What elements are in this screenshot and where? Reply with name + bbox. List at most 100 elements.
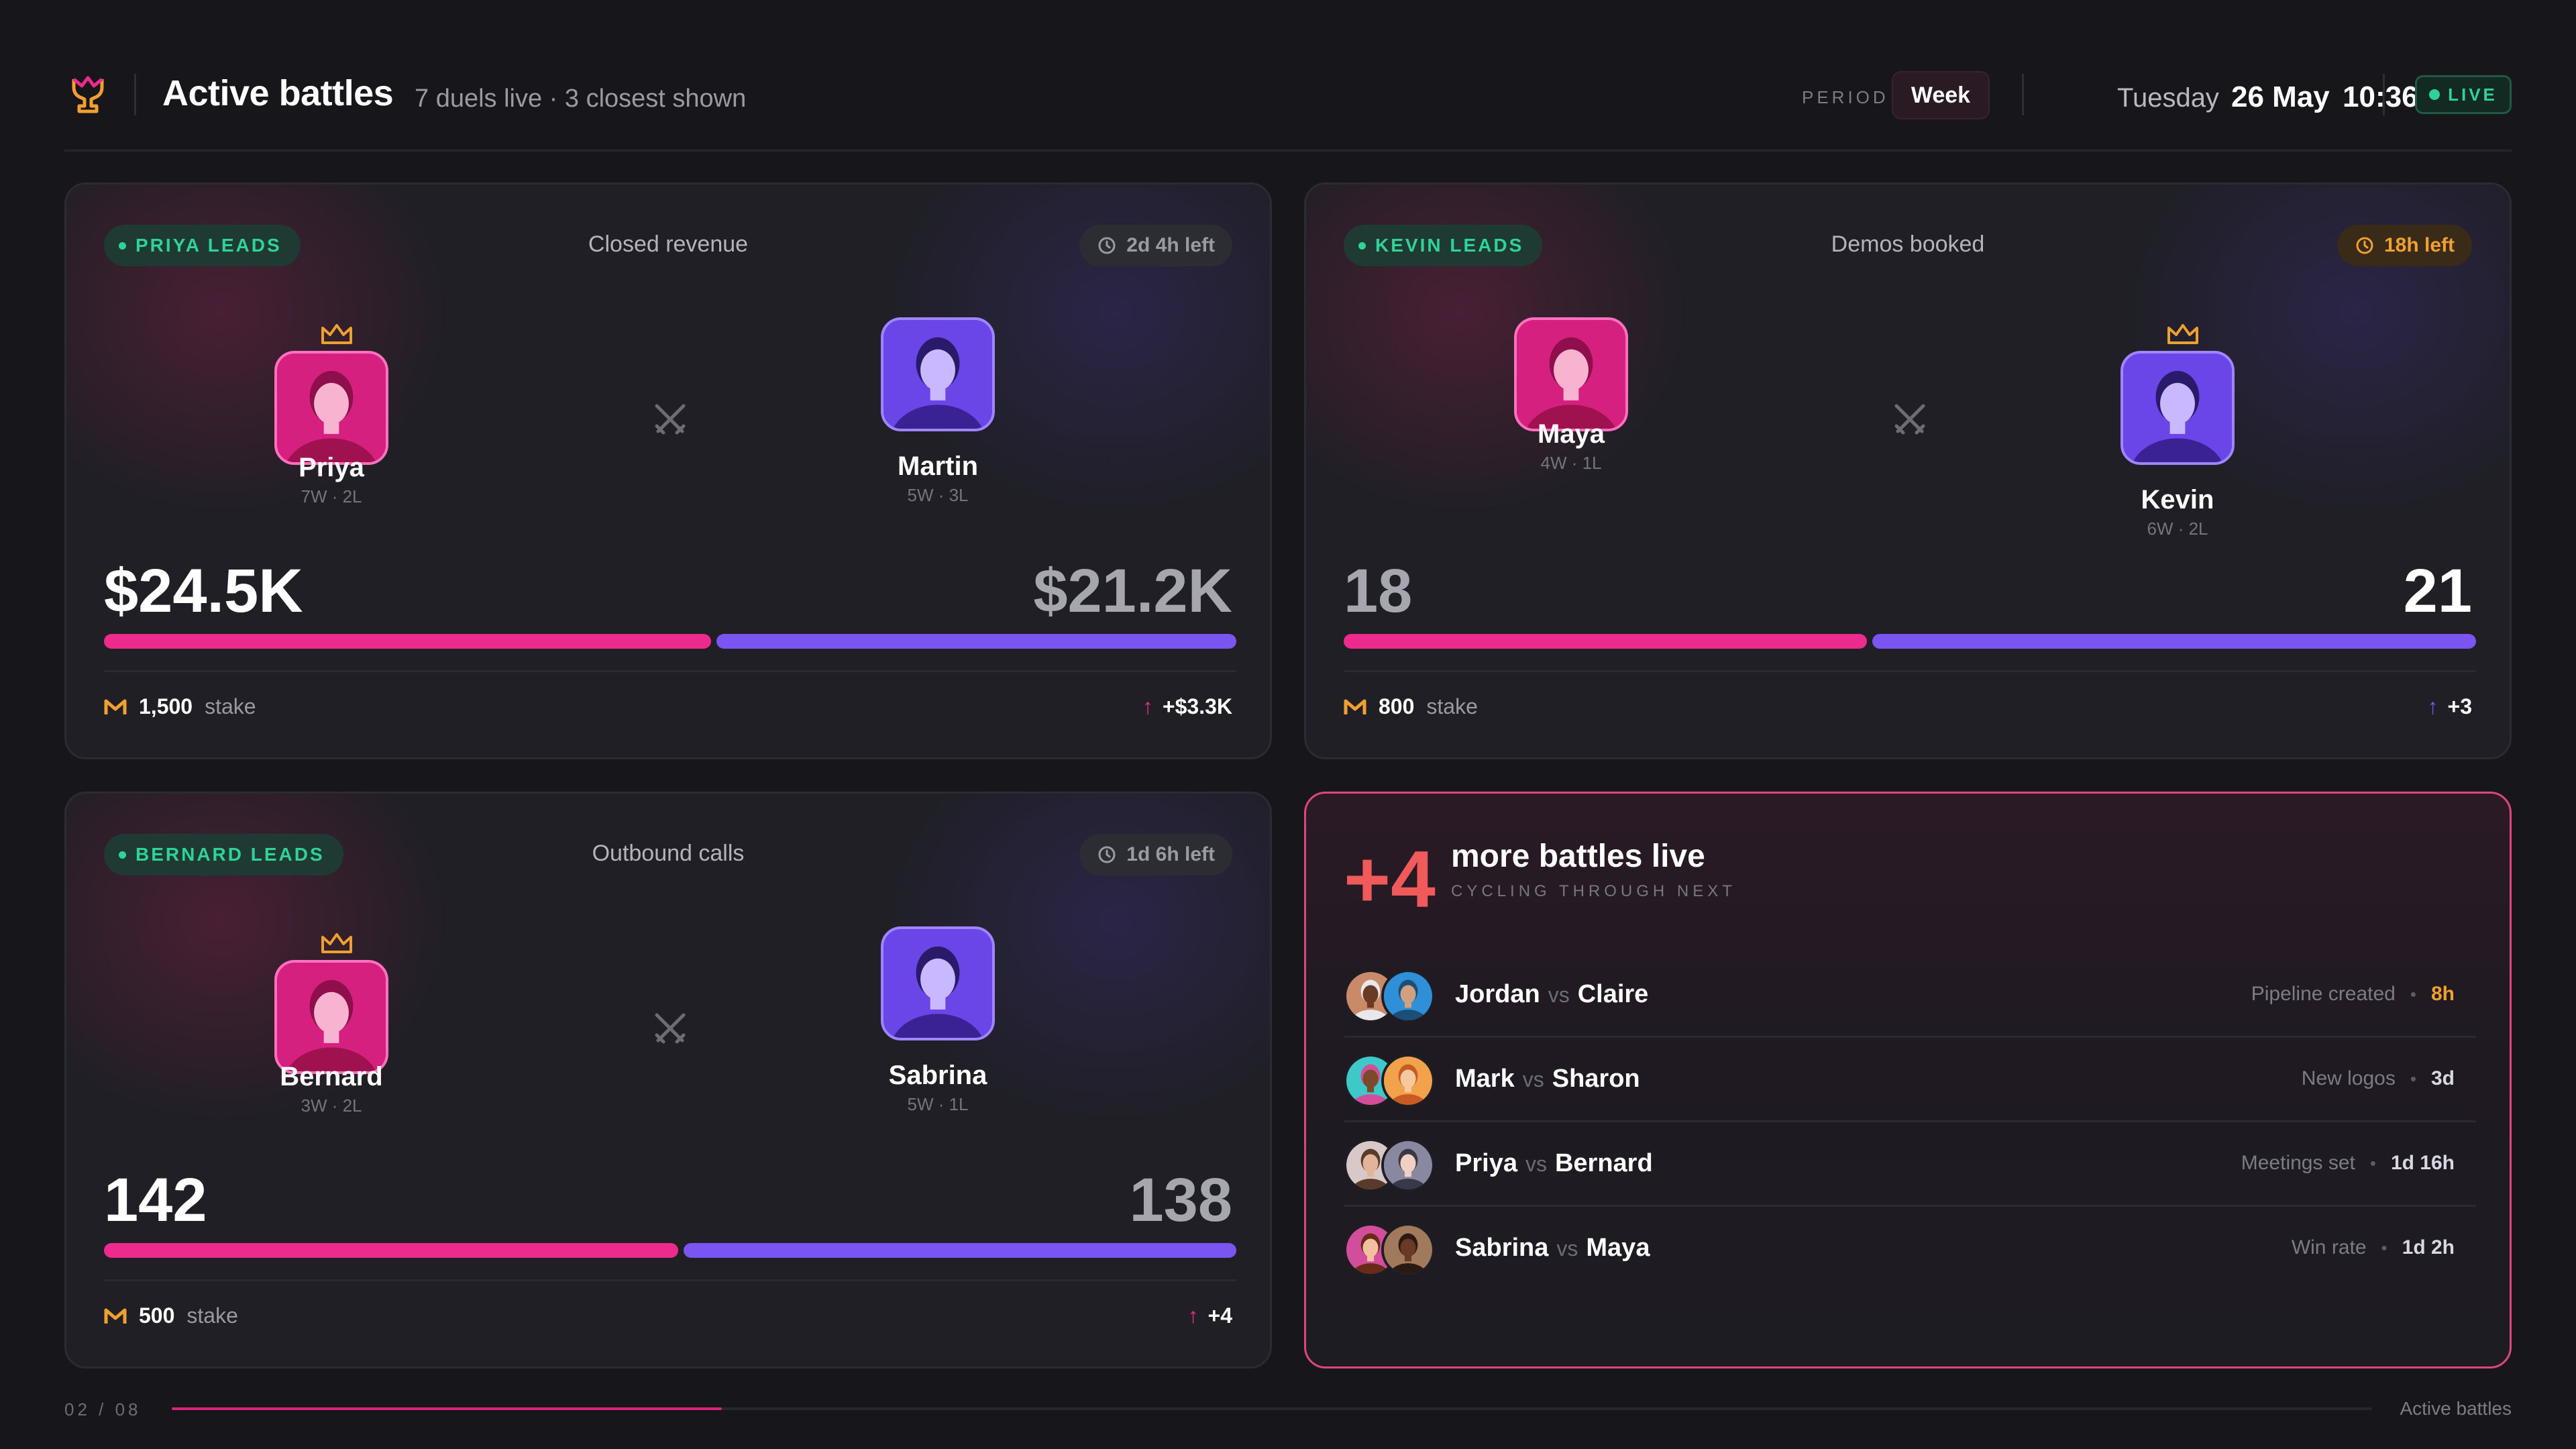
stake-info: 500 stake (104, 1303, 238, 1328)
bullet-separator: • (2410, 983, 2416, 1004)
date-day: Tuesday (2117, 83, 2219, 113)
live-dot-icon (2429, 89, 2440, 100)
stake-label: stake (205, 694, 256, 718)
more-subtitle: CYCLING THROUGH NEXT (1451, 882, 1736, 900)
time-left: 1d 16h (2390, 1152, 2455, 1174)
player-record: 6W · 2L (2147, 519, 2208, 539)
battle-metric: Demos booked (1831, 231, 1985, 257)
leader-badge: BERNARD LEADS (104, 834, 343, 875)
leader-label: KEVIN LEADS (1375, 235, 1524, 256)
clock-time: 10:36 (2343, 80, 2418, 113)
period-label: PERIOD (1802, 87, 1889, 107)
left-share-segment (104, 634, 711, 649)
battle-metric: Closed revenue (588, 231, 749, 257)
player-name: Maya (1537, 419, 1605, 449)
time-left-label: 1d 6h left (1126, 843, 1215, 865)
battle-list-item[interactable]: Priya vs Bernard Meetings set • 1d 16h (1344, 1124, 2476, 1207)
more-battles-card: +4 more battles live CYCLING THROUGH NEX… (1304, 792, 2512, 1368)
trophy-icon (72, 76, 104, 113)
battle-metric: Meetings set (2241, 1152, 2355, 1174)
crown-icon (320, 932, 354, 956)
battle-metric: New logos (2301, 1067, 2396, 1089)
slide-progress-fill (172, 1407, 722, 1410)
delta-value: +$3.3K (1162, 694, 1232, 718)
avatar (1514, 317, 1628, 431)
right-share-segment (683, 1243, 1236, 1258)
avatar (1381, 969, 1435, 1023)
live-label: LIVE (2448, 84, 2498, 105)
bullet-separator: • (2369, 1152, 2376, 1173)
avatar (1381, 1054, 1435, 1108)
arrow-up-icon: ↑ (2427, 694, 2438, 718)
clock-icon (2355, 235, 2375, 256)
player-name: Priya (299, 453, 364, 482)
right-share-segment (716, 634, 1236, 649)
player-record: 4W · 1L (1540, 453, 1602, 473)
coin-icon (104, 697, 127, 717)
battle-metric: Win rate (2291, 1236, 2367, 1258)
player-b-name: Sharon (1552, 1065, 1640, 1093)
stake-info: 800 stake (1344, 694, 1478, 719)
vs-label: vs (1556, 1236, 1578, 1260)
player-a-name: Jordan (1455, 980, 1540, 1008)
battle-list-item[interactable]: Jordan vs Claire Pipeline created • 8h (1344, 955, 2476, 1038)
page-title: Active battles (162, 73, 394, 113)
period-select-button[interactable]: Week (1892, 71, 1990, 119)
player-record: 3W · 2L (301, 1095, 362, 1116)
battle-meta: Pipeline created • 8h (2251, 983, 2455, 1006)
divider (104, 670, 1236, 672)
time-left: 3d (2430, 1067, 2455, 1089)
divider (134, 74, 136, 115)
player-b-name: Maya (1586, 1234, 1650, 1262)
vs-label: vs (1548, 983, 1570, 1007)
coin-icon (1344, 697, 1366, 717)
time-left: 8h (2430, 983, 2455, 1005)
player-a-name: Sabrina (1455, 1234, 1549, 1262)
divider (2022, 74, 2024, 115)
leader-badge: PRIYA LEADS (104, 225, 301, 266)
divider (2383, 74, 2385, 115)
stake-amount: 800 (1379, 694, 1415, 718)
swords-icon (1890, 399, 1930, 439)
divider (1344, 670, 2476, 672)
score-share-bar (104, 634, 1236, 649)
battle-card[interactable]: PRIYA LEADS Closed revenue 2d 4h left Priya… (64, 182, 1272, 759)
top-bar: Active battles 7 duels live · 3 closest … (64, 64, 2512, 152)
more-count: +4 (1344, 835, 1436, 924)
battle-card[interactable]: BERNARD LEADS Outbound calls 1d 6h left Ber… (64, 792, 1272, 1368)
right-score: 138 (1129, 1166, 1233, 1234)
left-score: $24.5K (104, 557, 303, 625)
avatar (274, 960, 388, 1074)
player-a-name: Priya (1455, 1149, 1517, 1177)
matchup-names: Priya vs Bernard (1455, 1149, 1653, 1178)
leader-label: BERNARD LEADS (136, 844, 325, 865)
arrow-up-icon: ↑ (1142, 694, 1153, 718)
player-record: 7W · 2L (301, 486, 362, 506)
avatar (881, 926, 995, 1040)
left-score: 18 (1344, 557, 1413, 625)
swords-icon (650, 1008, 690, 1049)
clock-icon (1097, 235, 1117, 256)
battle-card[interactable]: KEVIN LEADS Demos booked 18h left Maya 4W · … (1304, 182, 2512, 759)
stake-amount: 500 (139, 1303, 175, 1328)
player-name: Kevin (2141, 485, 2214, 515)
right-share-segment (1872, 634, 2476, 649)
avatar (1381, 1223, 1435, 1277)
player-record: 5W · 1L (907, 1094, 969, 1114)
stake-info: 1,500 stake (104, 694, 256, 719)
battle-list-item[interactable]: Sabrina vs Maya Win rate • 1d 2h (1344, 1208, 2476, 1291)
left-share-segment (1344, 634, 1867, 649)
player-b-name: Bernard (1554, 1149, 1653, 1177)
score-share-bar (1344, 634, 2476, 649)
lead-delta: ↑ +$3.3K (1142, 694, 1232, 719)
avatar (2121, 351, 2235, 465)
left-score: 142 (104, 1166, 207, 1234)
delta-value: +3 (2447, 694, 2472, 718)
footer-label: Active battles (2400, 1398, 2512, 1419)
stake-amount: 1,500 (139, 694, 193, 718)
leader-badge: KEVIN LEADS (1344, 225, 1543, 266)
delta-value: +4 (1208, 1303, 1232, 1328)
avatar (1381, 1138, 1435, 1192)
battle-list-item[interactable]: Mark vs Sharon New logos • 3d (1344, 1039, 2476, 1122)
time-left-badge: 1d 6h left (1079, 834, 1232, 875)
